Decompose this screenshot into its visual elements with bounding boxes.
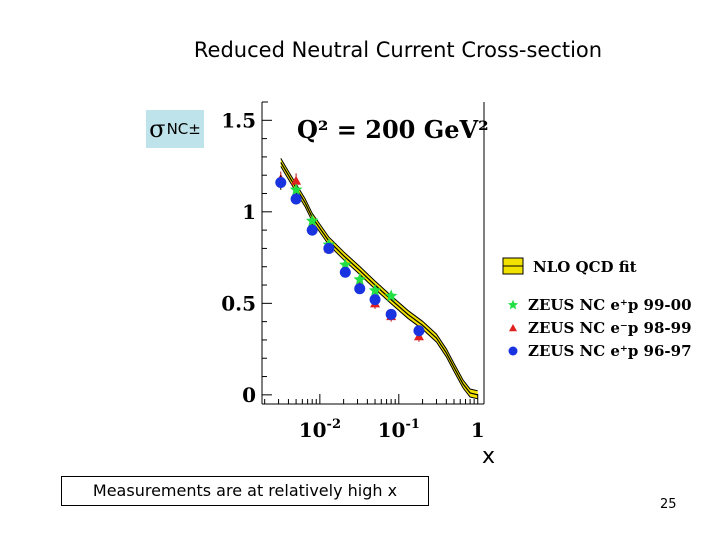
legend-series-label: ZEUS NC e⁺p 96-97	[528, 342, 692, 360]
legend-fit-label: NLO QCD fit	[533, 258, 637, 276]
data-point-triangle	[291, 175, 302, 185]
legend: NLO QCD fit ZEUS NC e⁺p 99-00 ZEUS NC e⁻p …	[502, 257, 692, 360]
y-tick-label: 0.5	[221, 291, 256, 315]
legend-series-label: ZEUS NC e⁻p 98-99	[528, 319, 692, 337]
data-point-circle	[306, 224, 318, 236]
data-point-circle	[413, 325, 425, 337]
page-number: 25	[660, 497, 677, 512]
fit-band-upper-edge	[280, 158, 478, 392]
data-point-circle	[275, 177, 287, 189]
data-point-circle	[323, 242, 335, 254]
y-axis-label: σ NC±	[146, 110, 204, 148]
x-ticks: 10-2 10-1 1	[264, 394, 485, 442]
x-tick-label: 10-2	[299, 417, 341, 442]
note-box: Measurements are at relatively high x	[61, 476, 429, 506]
legend-marker-triangle	[509, 324, 517, 332]
fit-band	[280, 158, 478, 400]
data-point-circle	[385, 308, 397, 320]
data-point-circle	[290, 193, 302, 205]
data-point-circle	[339, 266, 351, 278]
data-point-circle	[369, 294, 381, 306]
data-point-star	[353, 272, 366, 285]
data-point-star	[339, 258, 352, 271]
y-tick-label: 1	[242, 200, 256, 224]
data-point-circle	[354, 283, 366, 295]
fit-band-fill	[280, 158, 478, 399]
fit-curve	[280, 162, 478, 396]
y-tick-label: 1.5	[221, 108, 256, 132]
x-axis-label: x	[482, 444, 496, 469]
slide-title: Reduced Neutral Current Cross-section	[193, 38, 603, 62]
sigma-superscript: NC±	[166, 120, 201, 138]
legend-series-label: ZEUS NC e⁺p 99-00	[528, 296, 692, 314]
fit-band-lower-edge	[280, 166, 478, 400]
q2-annotation: Q² = 200 GeV²	[297, 115, 489, 144]
data-point-star	[384, 289, 398, 302]
data-point-star	[289, 183, 303, 196]
sigma-symbol: σ	[149, 115, 166, 143]
legend-marker-circle	[508, 346, 518, 356]
legend-marker-star	[507, 299, 519, 310]
x-tick-label: 1	[471, 418, 485, 442]
data-point-star	[368, 283, 382, 296]
y-ticks: 0 0.5 1 1.5	[221, 108, 272, 407]
x-tick-label: 10-1	[378, 417, 420, 442]
y-tick-label: 0	[242, 383, 256, 407]
data-points	[275, 171, 425, 342]
data-point-star	[305, 214, 319, 227]
plot-frame	[261, 101, 485, 405]
